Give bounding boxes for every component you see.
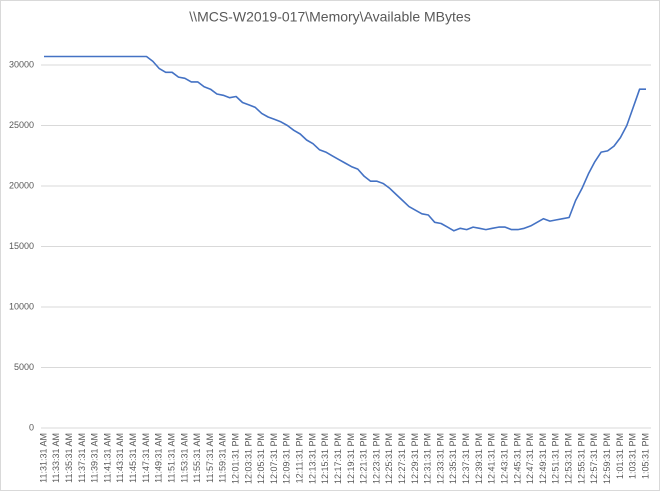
x-tick-label: 11:47:31 AM [141, 433, 151, 483]
x-tick-label: 11:51:31 AM [166, 433, 176, 483]
x-tick-label: 12:35:31 PM [448, 433, 458, 484]
x-tick-label: 12:05:31 PM [256, 433, 266, 484]
y-tick-label: 0 [29, 422, 34, 432]
x-tick-label: 12:49:31 PM [538, 433, 548, 484]
x-tick-label: 12:01:31 PM [231, 433, 241, 484]
x-tick-label: 11:37:31 AM [77, 433, 87, 483]
x-tick-label: 12:15:31 PM [320, 433, 330, 484]
data-line [44, 55, 646, 232]
x-tick-label: 11:41:31 AM [102, 433, 112, 483]
x-tick-label: 12:41:31 PM [487, 433, 497, 484]
x-tick-label: 11:35:31 AM [64, 433, 74, 483]
x-tick-label: 1:05:31 PM [640, 433, 650, 479]
x-tick-label: 12:33:31 PM [435, 433, 445, 484]
x-tick-label: 12:55:31 PM [576, 433, 586, 484]
y-tick-label: 30000 [9, 59, 34, 69]
x-tick-label: 11:33:31 AM [51, 433, 61, 483]
x-tick-label: 12:31:31 PM [423, 433, 433, 484]
x-tick-label: 12:03:31 PM [243, 433, 253, 484]
x-tick-label: 11:55:31 AM [192, 433, 202, 483]
x-tick-label: 1:01:31 PM [615, 433, 625, 479]
x-tick-label: 12:23:31 PM [371, 433, 381, 484]
x-tick-label: 12:13:31 PM [307, 433, 317, 484]
x-tick-label: 12:51:31 PM [551, 433, 561, 484]
x-tick-label: 11:49:31 AM [154, 433, 164, 483]
x-tick-label: 12:59:31 PM [602, 433, 612, 484]
x-tick-label: 12:57:31 PM [589, 433, 599, 484]
x-tick-label: 11:43:31 AM [115, 433, 125, 483]
y-tick-label: 25000 [9, 120, 34, 130]
x-tick-label: 12:09:31 PM [282, 433, 292, 484]
x-tick-label: 12:25:31 PM [384, 433, 394, 484]
x-tick-label: 12:19:31 PM [346, 433, 356, 484]
x-tick-label: 12:27:31 PM [397, 433, 407, 484]
x-tick-label: 12:21:31 PM [359, 433, 369, 484]
x-tick-label: 11:57:31 AM [205, 433, 215, 483]
y-tick-label: 5000 [14, 362, 34, 372]
x-tick-label: 12:37:31 PM [461, 433, 471, 484]
x-tick-label: 12:11:31 PM [295, 433, 305, 483]
x-tick-label: 12:07:31 PM [269, 433, 279, 484]
x-tick-label: 11:39:31 AM [90, 433, 100, 483]
x-tick-label: 11:53:31 AM [179, 433, 189, 483]
x-tick-label: 1:03:31 PM [628, 433, 638, 479]
x-tick-label: 12:39:31 PM [474, 433, 484, 484]
x-tick-label: 12:47:31 PM [525, 433, 535, 484]
x-tick-label: 11:31:31 AM [38, 433, 48, 483]
y-tick-label: 15000 [9, 241, 34, 251]
x-tick-label: 11:45:31 AM [128, 433, 138, 483]
x-tick-label: 12:45:31 PM [512, 433, 522, 484]
y-tick-label: 20000 [9, 180, 34, 190]
x-tick-label: 12:17:31 PM [333, 433, 343, 484]
x-tick-label: 12:29:31 PM [410, 433, 420, 484]
x-tick-label: 12:53:31 PM [564, 433, 574, 484]
x-tick-label: 11:59:31 AM [218, 433, 228, 483]
y-tick-label: 10000 [9, 301, 34, 311]
chart-title: \\MCS-W2019-017\Memory\Available MBytes [189, 9, 470, 25]
x-tick-label: 12:43:31 PM [499, 433, 509, 484]
